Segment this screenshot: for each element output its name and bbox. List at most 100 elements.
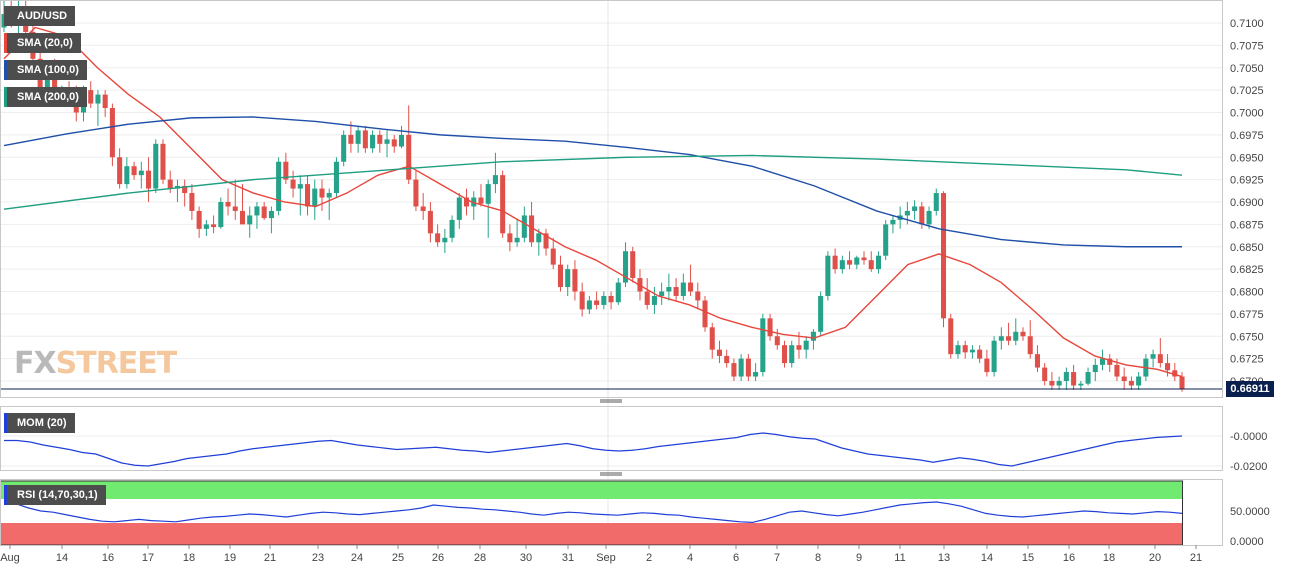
candle-body: [1042, 367, 1048, 381]
candle-body: [146, 170, 152, 189]
candle-body: [1034, 354, 1040, 368]
legend-sma100-label: SMA (100,0): [17, 64, 79, 76]
price-tick-label: 0.6975: [1230, 130, 1264, 142]
panel-frame-0: [0, 0, 1223, 398]
candle-body: [565, 269, 571, 288]
candle-body: [702, 300, 708, 328]
candle-body: [254, 206, 260, 216]
candle-body: [810, 331, 816, 341]
x-tick-label: Sep: [596, 552, 616, 564]
candle-body: [731, 363, 737, 377]
candle-body: [312, 188, 318, 207]
candle-body: [1063, 372, 1069, 381]
candle-body: [276, 161, 282, 211]
candle-body: [1027, 336, 1033, 355]
candle-body: [594, 300, 600, 305]
candle-body: [659, 291, 665, 296]
candle-body: [550, 248, 556, 265]
candle-body: [608, 295, 614, 303]
price-tick-label: 0.6900: [1230, 197, 1264, 209]
candle-body: [615, 282, 621, 303]
legend-rsi[interactable]: RSI (14,70,30,1): [4, 485, 106, 505]
x-tick-label: 26: [432, 552, 444, 564]
legend-symbol-label: AUD/USD: [17, 10, 68, 22]
candle-body: [1150, 354, 1156, 359]
watermark-street: STREET: [55, 346, 178, 381]
price-tick-label: 0.7100: [1230, 18, 1264, 30]
candle-body: [225, 202, 231, 207]
candle-body: [413, 179, 419, 207]
candle-body: [868, 260, 874, 270]
candle-body: [1013, 331, 1019, 341]
candle-body: [1107, 358, 1113, 365]
legend-symbol[interactable]: AUD/USD: [4, 6, 76, 26]
price-tick-label: 0.6850: [1230, 242, 1264, 254]
sma-line-SMA (20,0): [3, 26, 1183, 378]
legend-sma20[interactable]: SMA (20,0): [4, 33, 81, 53]
candle-body: [247, 215, 253, 225]
candle-body: [1056, 381, 1062, 386]
x-tick-label: 2: [646, 552, 652, 564]
candle-body: [189, 193, 195, 211]
sma-line-SMA (200,0): [3, 154, 1183, 210]
candle-body: [348, 134, 354, 144]
mom-tick-label: -0.0000: [1230, 431, 1267, 443]
candle-body: [124, 166, 130, 185]
rsi-oversold-zone: [0, 523, 1183, 545]
price-tick-label: 0.6775: [1230, 309, 1264, 321]
candle-body: [572, 269, 578, 292]
candle-body: [341, 134, 347, 162]
candle-body: [709, 327, 715, 350]
candle-body: [586, 300, 592, 310]
x-tick-label: 19: [224, 552, 236, 564]
candle-body: [492, 175, 498, 185]
candle-body: [456, 197, 462, 220]
candle-body: [1179, 376, 1185, 390]
candle-body: [579, 291, 585, 310]
grid: [0, 0, 1222, 545]
candle-body: [420, 206, 426, 211]
candle-body: [1157, 354, 1163, 364]
candle-body: [131, 166, 137, 176]
candle-body: [666, 287, 672, 292]
legend-sma20-label: SMA (20,0): [17, 37, 73, 49]
price-tick-label: 0.7050: [1230, 63, 1264, 75]
price-tick-label: 0.7075: [1230, 40, 1264, 52]
candle-body: [211, 224, 217, 228]
x-tick-label: 23: [312, 552, 324, 564]
candle-body: [557, 264, 564, 288]
candle-body: [333, 161, 339, 194]
candle-body: [1121, 376, 1127, 381]
candle-body: [384, 139, 390, 144]
candle-body: [326, 193, 332, 198]
legend-sma100[interactable]: SMA (100,0): [4, 60, 87, 80]
candle-body: [760, 318, 766, 373]
candle-body: [919, 206, 925, 225]
candle-body: [261, 206, 267, 219]
candle-body: [962, 345, 968, 353]
candle-body: [218, 202, 224, 228]
candle-body: [716, 349, 723, 356]
candle-body: [825, 255, 831, 296]
candle-body: [427, 210, 433, 234]
candle-body: [969, 349, 975, 353]
candle-body: [239, 210, 246, 225]
candle-body: [1085, 372, 1091, 384]
candle-body: [536, 233, 542, 243]
price-tick-label: 0.6925: [1230, 175, 1264, 187]
price-tick-label: 0.6725: [1230, 354, 1264, 366]
legend-sma200[interactable]: SMA (200,0): [4, 87, 87, 107]
candle-body: [1099, 358, 1106, 365]
candle-body: [500, 175, 506, 234]
candle-body: [442, 237, 448, 243]
candle-body: [1172, 370, 1178, 377]
candle-body: [673, 287, 679, 296]
candle-body: [521, 215, 527, 238]
candle-body: [117, 157, 123, 185]
rsi-tick-label: 50.0000: [1230, 506, 1270, 518]
candle-body: [398, 134, 405, 147]
candle-body: [377, 134, 383, 144]
legend-mom[interactable]: MOM (20): [4, 413, 75, 433]
candle-body: [1049, 381, 1055, 386]
